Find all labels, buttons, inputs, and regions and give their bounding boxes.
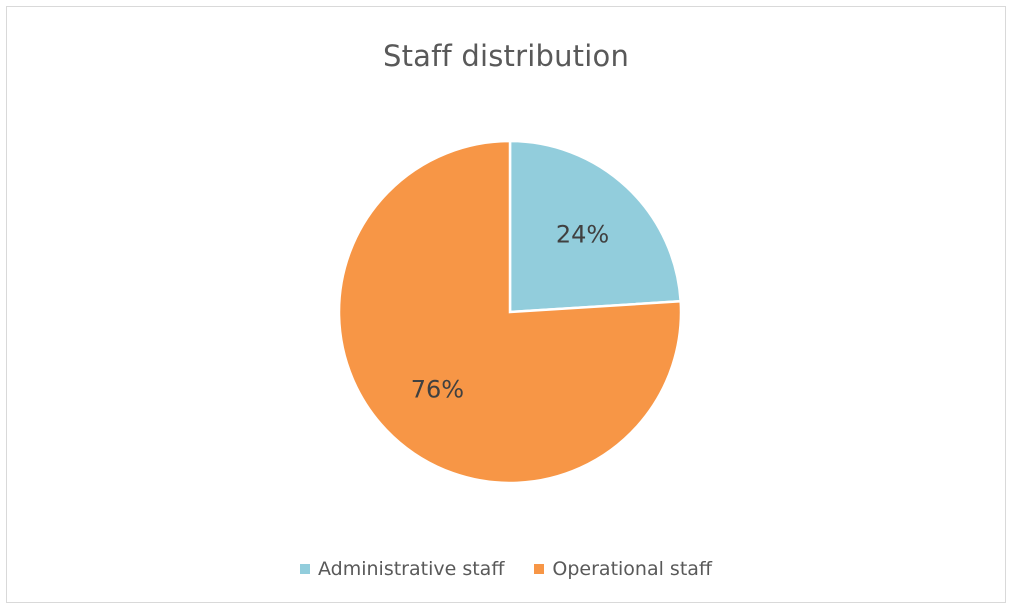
chart-title: Staff distribution bbox=[382, 39, 630, 73]
pie-slice-operational-staff bbox=[337, 139, 683, 485]
legend: Administrative staff Operational staff bbox=[7, 558, 1005, 580]
legend-item-administrative-staff: Administrative staff bbox=[299, 558, 505, 580]
pie-chart: 24% 76% bbox=[337, 139, 683, 485]
legend-label-operational-staff: Operational staff bbox=[552, 558, 713, 580]
data-label-operational-staff: 76% bbox=[411, 375, 464, 403]
data-label-administrative-staff: 24% bbox=[556, 221, 609, 249]
chart-area: Staff distribution 24% 76% Administrative… bbox=[6, 6, 1006, 603]
legend-swatch-operational-staff bbox=[534, 564, 545, 574]
pie-slice-administrative-staff bbox=[508, 139, 682, 314]
legend-item-operational-staff: Operational staff bbox=[534, 558, 712, 580]
legend-swatch-administrative-staff bbox=[299, 564, 310, 574]
legend-label-administrative-staff: Administrative staff bbox=[317, 558, 505, 580]
